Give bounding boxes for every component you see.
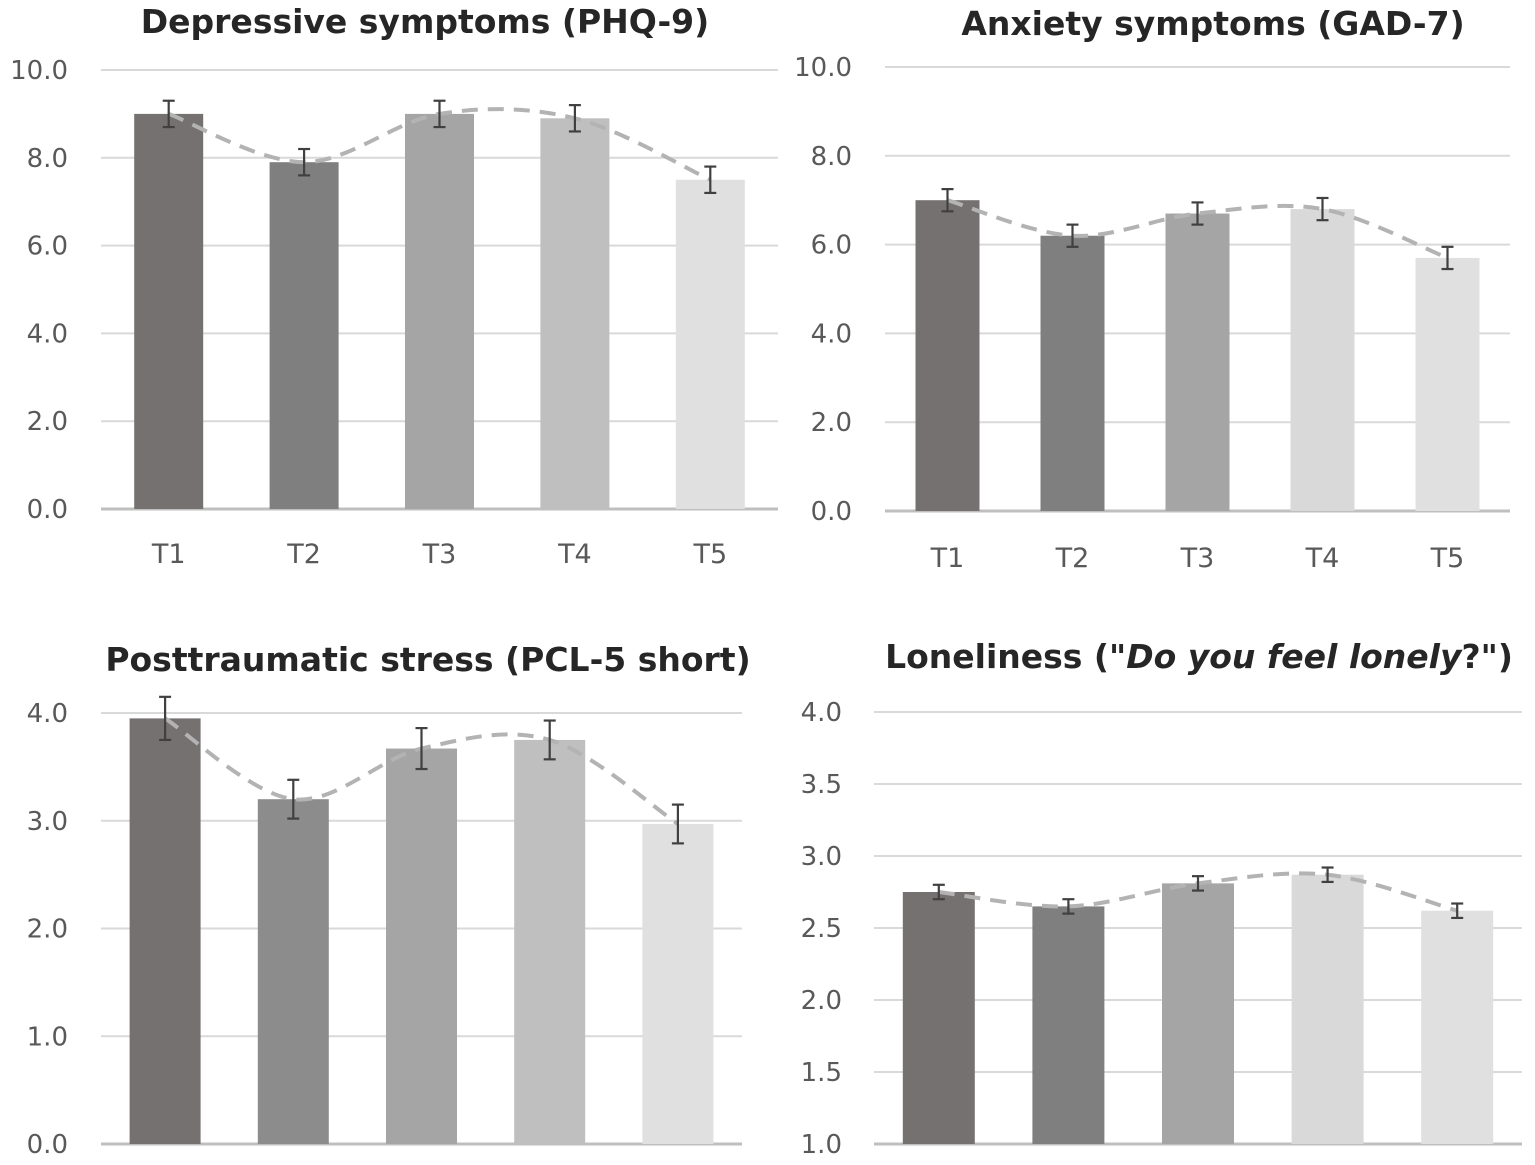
error-bar xyxy=(1192,875,1204,892)
error-bar xyxy=(1191,201,1204,226)
error-bar xyxy=(671,803,684,845)
y-tick-label: 10.0 xyxy=(794,53,852,83)
trend-line xyxy=(946,198,1449,260)
y-tick-label: 4.0 xyxy=(801,698,842,728)
bar-t4 xyxy=(1291,874,1364,1144)
y-tick-label: 1.0 xyxy=(27,1022,68,1052)
bar-t3 xyxy=(405,113,474,510)
panel-title: Depressive symptoms (PHQ-9) xyxy=(141,2,709,41)
x-tick-label: T1 xyxy=(151,539,186,570)
error-bar xyxy=(287,778,300,820)
x-tick-label: T5 xyxy=(692,539,727,570)
y-tick-label: 3.5 xyxy=(801,770,842,800)
error-bar xyxy=(1451,902,1464,920)
y-tick-label: 4.0 xyxy=(27,319,68,349)
error-bar xyxy=(1066,223,1079,248)
y-tick-label: 1.5 xyxy=(801,1058,842,1088)
error-bar xyxy=(704,165,717,195)
y-tick-label: 0.0 xyxy=(27,495,68,525)
bar-t1 xyxy=(134,113,204,510)
y-tick-label: 6.0 xyxy=(811,231,852,261)
y-tick-label: 8.0 xyxy=(811,142,852,172)
y-tick-label: 10.0 xyxy=(10,56,68,86)
bar-t2 xyxy=(1040,235,1105,511)
panel-title: Loneliness ("Do you feel lonely?") xyxy=(885,637,1513,676)
panel-depressive-symptoms: Depressive symptoms (PHQ-9) 0.0 2.0 4.0 6.0… xyxy=(10,2,778,570)
x-tick-label: T4 xyxy=(1305,543,1340,574)
panel-title: Posttraumatic stress (PCL-5 short) xyxy=(105,640,750,679)
y-tick-label: 4.0 xyxy=(811,319,852,349)
error-bar xyxy=(433,99,446,129)
x-tick-label: T1 xyxy=(930,543,965,574)
y-tick-label: 0.0 xyxy=(27,1130,68,1160)
bar-t4 xyxy=(1290,209,1355,511)
error-bar xyxy=(1321,866,1334,884)
error-bar xyxy=(298,147,311,177)
error-bar xyxy=(543,719,556,761)
bar-t1 xyxy=(915,200,980,511)
y-tick-label: 0.0 xyxy=(811,497,852,527)
x-tick-label: T3 xyxy=(1180,543,1215,574)
bar-t5 xyxy=(675,179,745,509)
bar-t3 xyxy=(1162,883,1234,1144)
y-tick-label: 1.0 xyxy=(801,1130,842,1160)
error-bar xyxy=(932,883,945,901)
error-bar xyxy=(1441,245,1454,271)
bar-t2 xyxy=(1032,906,1105,1144)
y-tick-label: 2.0 xyxy=(27,915,68,945)
error-bar xyxy=(941,188,954,213)
panel-loneliness: Loneliness ("Do you feel lonely?") 1.0 1.… xyxy=(801,637,1522,1160)
title-part-1: Loneliness (" xyxy=(885,637,1126,676)
y-tick-label: 3.0 xyxy=(801,842,842,872)
y-tick-label: 4.0 xyxy=(27,699,68,729)
y-tick-label: 6.0 xyxy=(27,232,68,262)
x-tick-label: T2 xyxy=(1055,543,1090,574)
x-tick-label: T4 xyxy=(557,539,592,570)
error-bar xyxy=(162,99,175,129)
bar-t5 xyxy=(1421,910,1494,1144)
error-bar xyxy=(159,695,172,742)
x-tick-label: T3 xyxy=(422,539,457,570)
y-tick-label: 3.0 xyxy=(27,807,68,837)
bar-t5 xyxy=(1415,257,1480,511)
panel-anxiety-symptoms: Anxiety symptoms (GAD-7) 0.0 2.0 4.0 6.0 8.0… xyxy=(794,4,1510,574)
bar-t2 xyxy=(269,162,339,509)
bar-t1 xyxy=(902,892,975,1144)
bar-t4 xyxy=(514,739,586,1144)
bar-t2 xyxy=(257,799,329,1144)
x-tick-label: T2 xyxy=(286,539,321,570)
bar-t3 xyxy=(1165,213,1230,511)
y-tick-label: 2.5 xyxy=(801,914,842,944)
bar-t3 xyxy=(386,748,457,1144)
y-tick-label: 8.0 xyxy=(27,144,68,174)
bar-t5 xyxy=(642,823,714,1144)
error-bar xyxy=(568,104,581,133)
x-tick-label: T5 xyxy=(1430,543,1465,574)
y-tick-label: 2.0 xyxy=(801,986,842,1016)
y-tick-label: 2.0 xyxy=(27,407,68,437)
bar-t1 xyxy=(129,718,201,1144)
title-part-3: ?") xyxy=(1462,637,1513,676)
y-tick-label: 2.0 xyxy=(811,408,852,438)
panel-title: Anxiety symptoms (GAD-7) xyxy=(961,4,1464,43)
bar-t4 xyxy=(540,118,610,509)
error-bar xyxy=(415,726,428,771)
error-bar xyxy=(1316,196,1329,222)
error-bar xyxy=(1062,898,1075,915)
title-part-italic: Do you feel lonely xyxy=(1126,637,1463,676)
panel-posttraumatic-stress: Posttraumatic stress (PCL-5 short) 0.0 1.… xyxy=(27,640,751,1160)
